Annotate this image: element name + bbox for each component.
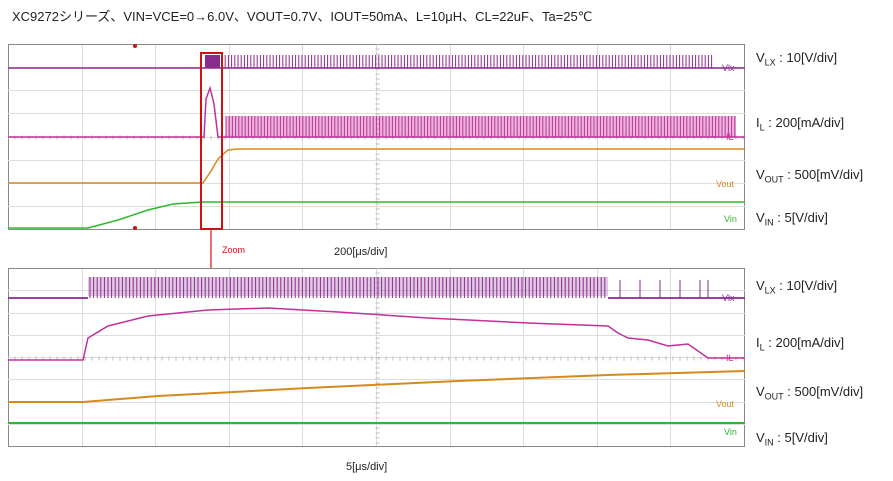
trace-vin-top	[8, 201, 745, 229]
channel-tag-vout-bottom: Vout	[716, 399, 735, 409]
label-vout-top: VOUT : 500[mV/div]	[756, 167, 864, 185]
channel-tag-vout: Vout	[716, 179, 735, 189]
trace-il-top	[8, 85, 745, 138]
label-vin-top: VIN : 5[V/div]	[756, 210, 828, 228]
trace-vlx-top-burst	[205, 55, 220, 68]
scope-panel-top: Vlx IL Vout Vin	[8, 44, 745, 230]
trace-vlx-bottom-burst	[88, 277, 608, 296]
channel-tag-vlx: Vlx	[722, 63, 735, 73]
channel-tag-vlx-bottom: Vlx	[722, 293, 735, 303]
bottom-time-div: 5[μs/div]	[346, 461, 388, 473]
label-vout-bottom: VOUT : 500[mV/div]	[756, 384, 864, 402]
label-vin-bottom: VIN : 5[V/div]	[756, 430, 828, 448]
label-vlx-top: VLX : 10[V/div]	[756, 50, 838, 68]
trigger-marker-bottom	[133, 226, 137, 230]
zoom-box	[200, 52, 223, 230]
zoom-label: Zoom	[222, 245, 246, 255]
trace-il-bottom	[8, 307, 745, 361]
channel-tag-il: IL	[726, 132, 734, 142]
scope-screen-bottom: Vlx IL Vout Vin	[8, 268, 745, 447]
top-time-div: 200[μs/div]	[334, 246, 388, 258]
channel-tag-vin-bottom: Vin	[724, 427, 737, 437]
scope-panel-bottom: Vlx IL Vout Vin	[8, 268, 745, 447]
scope-screen-top: Vlx IL Vout Vin	[8, 44, 745, 230]
trigger-marker-top	[133, 44, 137, 48]
label-il-top: IL : 200[mA/div]	[756, 115, 845, 133]
trace-vout-top	[8, 148, 745, 184]
chart-title: XC9272シリーズ、VIN=VCE=0→6.0V、VOUT=0.7V、IOUT…	[12, 9, 593, 24]
label-il-bottom: IL : 200[mA/div]	[756, 335, 845, 353]
label-vlx-bottom: VLX : 10[V/div]	[756, 278, 838, 296]
channel-tag-vin: Vin	[724, 214, 737, 224]
trace-vout-bottom	[8, 370, 745, 403]
channel-tag-il-bottom: IL	[726, 353, 734, 363]
